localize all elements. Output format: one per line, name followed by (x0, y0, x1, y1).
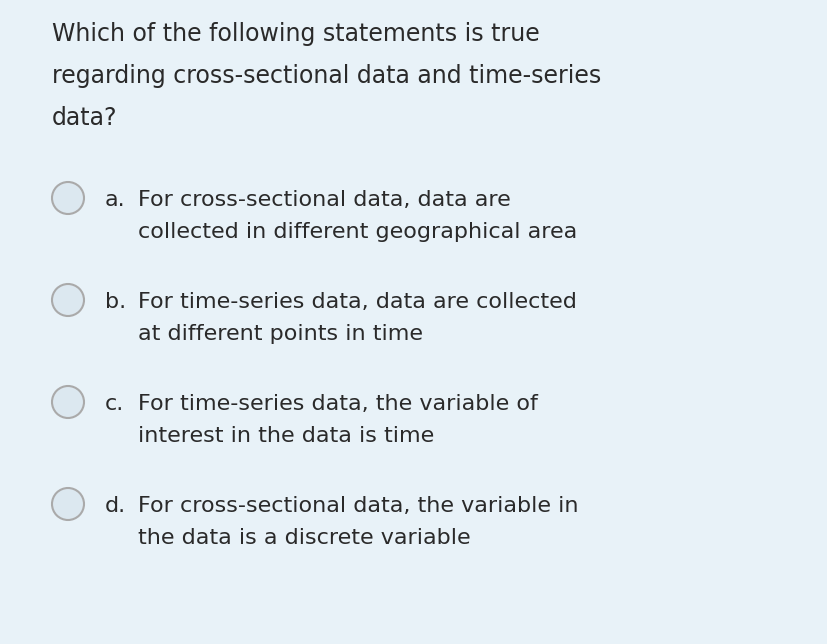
Text: For time-series data, the variable of: For time-series data, the variable of (138, 394, 538, 414)
Text: c.: c. (105, 394, 124, 414)
Text: collected in different geographical area: collected in different geographical area (138, 222, 576, 242)
Circle shape (52, 284, 84, 316)
Text: d.: d. (105, 496, 126, 516)
Text: regarding cross-sectional data and time-series: regarding cross-sectional data and time-… (52, 64, 600, 88)
Text: at different points in time: at different points in time (138, 324, 423, 344)
Text: b.: b. (105, 292, 126, 312)
Circle shape (52, 488, 84, 520)
Text: For cross-sectional data, data are: For cross-sectional data, data are (138, 190, 510, 210)
Text: the data is a discrete variable: the data is a discrete variable (138, 528, 470, 548)
Text: For time-series data, data are collected: For time-series data, data are collected (138, 292, 576, 312)
Text: data?: data? (52, 106, 117, 130)
Text: For cross-sectional data, the variable in: For cross-sectional data, the variable i… (138, 496, 578, 516)
Circle shape (52, 182, 84, 214)
Text: interest in the data is time: interest in the data is time (138, 426, 433, 446)
Text: a.: a. (105, 190, 126, 210)
Circle shape (52, 386, 84, 418)
Text: Which of the following statements is true: Which of the following statements is tru… (52, 22, 539, 46)
